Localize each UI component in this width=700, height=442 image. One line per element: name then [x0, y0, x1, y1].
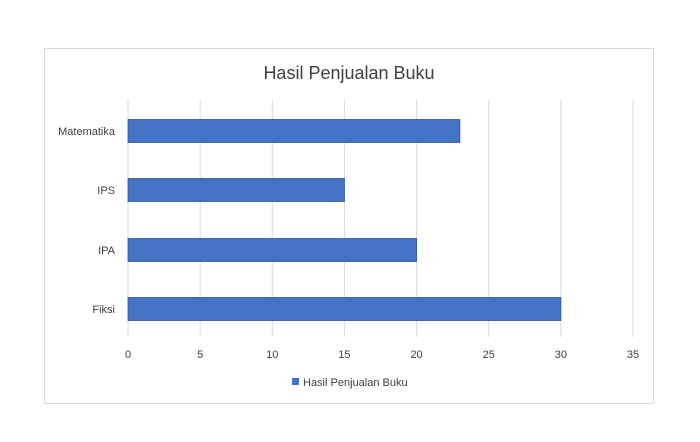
x-tick-label-15: 15	[338, 349, 350, 361]
legend-swatch	[292, 378, 299, 385]
category-label-ips: IPS	[97, 185, 115, 197]
x-tick-label-10: 10	[266, 349, 278, 361]
category-label-fiksi: Fiksi	[92, 304, 115, 316]
x-tick-labels: 0 5 10 15 20 25 30 35	[125, 349, 639, 361]
x-tick-label-35: 35	[627, 349, 639, 361]
x-tick-label-20: 20	[410, 349, 422, 361]
x-tick-label-25: 25	[483, 349, 495, 361]
category-label-ipa: IPA	[98, 245, 116, 257]
x-tick-label-0: 0	[125, 349, 131, 361]
bar-fiksi	[127, 297, 562, 321]
bars	[127, 119, 562, 321]
legend: Hasil Penjualan Buku	[292, 377, 408, 389]
chart-title: Hasil Penjualan Buku	[263, 63, 434, 83]
bar-ipa	[127, 238, 417, 262]
category-labels: Matematika IPS IPA Fiksi	[58, 126, 116, 316]
x-tick-label-5: 5	[197, 349, 203, 361]
category-label-matematika: Matematika	[58, 126, 116, 138]
bar-ips	[127, 178, 345, 202]
bar-matematika	[127, 119, 461, 143]
legend-label: Hasil Penjualan Buku	[303, 377, 408, 389]
chart-frame	[44, 48, 654, 404]
x-tick-label-30: 30	[555, 349, 567, 361]
